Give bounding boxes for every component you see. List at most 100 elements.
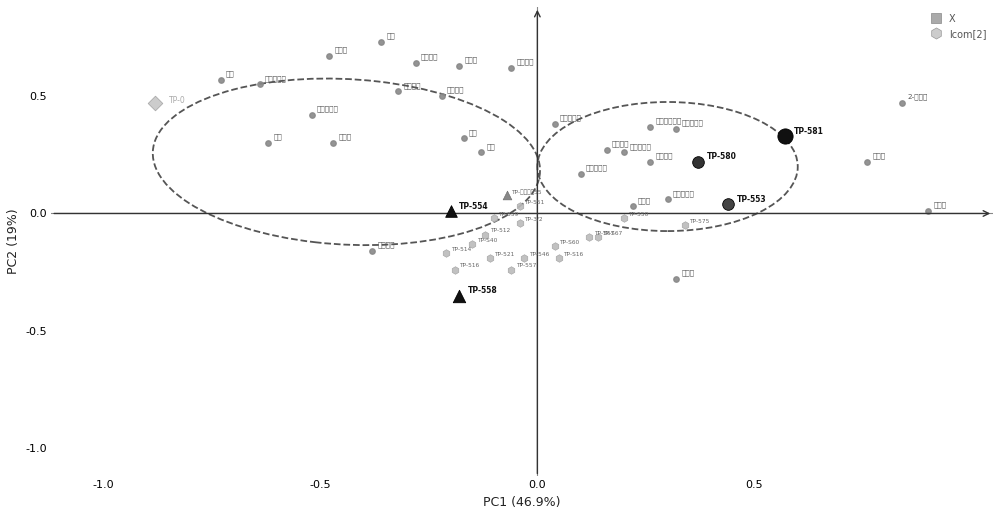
Text: 棕榈酸乙酯: 棕榈酸乙酯 (586, 164, 608, 171)
Text: 苯甲醛: 苯甲醛 (334, 47, 347, 54)
Text: TP-乌桐创木55: TP-乌桐创木55 (511, 189, 542, 195)
Point (477, 231, 493, 239)
Point (482, 254, 498, 262)
Text: 辛酸乙酯: 辛酸乙酯 (517, 58, 534, 65)
Text: 丁酸乙酯: 丁酸乙酯 (421, 54, 439, 60)
Text: TP-S67: TP-S67 (602, 231, 623, 236)
Point (668, 275, 684, 283)
Point (434, 92, 450, 100)
X-axis label: PC1 (46.9%): PC1 (46.9%) (483, 496, 561, 509)
Text: TP-581: TP-581 (793, 127, 823, 136)
Point (499, 190, 515, 199)
Point (625, 202, 641, 211)
Text: TP-550: TP-550 (629, 212, 649, 217)
Point (438, 249, 454, 257)
Point (668, 125, 684, 133)
Point (547, 120, 563, 128)
Text: 2-苯乙醇: 2-苯乙醇 (907, 94, 928, 100)
Text: 棕榈苯乙酯: 棕榈苯乙酯 (265, 75, 287, 82)
Text: TP-557: TP-557 (516, 264, 536, 268)
Point (325, 139, 341, 147)
Point (677, 221, 693, 229)
Point (660, 195, 676, 203)
Point (147, 99, 163, 107)
Point (894, 99, 910, 107)
Point (364, 247, 380, 255)
Text: TP-S40: TP-S40 (477, 238, 497, 243)
Text: 正己醇: 正己醇 (638, 197, 651, 204)
Text: TP-516: TP-516 (459, 264, 479, 268)
Point (451, 61, 467, 70)
Text: 乙酸苯乙酯: 乙酸苯乙酯 (560, 115, 582, 121)
Point (512, 202, 528, 211)
Text: 异丁醇: 异丁醇 (872, 152, 886, 159)
Text: 丁酸: 丁酸 (226, 70, 235, 77)
Point (486, 214, 502, 222)
Point (581, 233, 597, 241)
Text: TP-567: TP-567 (594, 231, 614, 236)
Text: 异戊酸: 异戊酸 (339, 134, 352, 140)
Text: 乙酸异戊酯: 乙酸异戊酯 (681, 120, 703, 126)
Point (252, 80, 268, 89)
Text: 己酸苯乙酯: 己酸苯乙酯 (629, 143, 651, 150)
Legend: X, lcom[2]: X, lcom[2] (924, 12, 988, 41)
Text: 辛酸: 辛酸 (486, 143, 495, 150)
Point (464, 240, 480, 248)
Point (720, 200, 736, 208)
Text: 乙酸乙酯: 乙酸乙酯 (447, 87, 465, 93)
Text: TP-553: TP-553 (737, 195, 767, 204)
Point (516, 254, 532, 262)
Text: TP-554: TP-554 (459, 202, 489, 211)
Point (451, 292, 467, 300)
Point (642, 122, 658, 131)
Text: 丁二酸二乙酯: 丁二酸二乙酯 (655, 117, 682, 124)
Text: TP-551: TP-551 (524, 200, 545, 205)
Point (642, 158, 658, 166)
Text: 愈创木酚: 愈创木酚 (612, 141, 630, 147)
Point (260, 139, 276, 147)
Text: 异戊酸乙酯: 异戊酸乙酯 (317, 105, 339, 112)
Text: TP-0: TP-0 (168, 96, 185, 105)
Point (777, 132, 793, 140)
Text: 乳酸乙酯: 乳酸乙酯 (404, 82, 421, 89)
Point (390, 87, 406, 95)
Point (408, 59, 424, 68)
Point (447, 266, 463, 274)
Point (859, 158, 875, 166)
Text: 苯乙酯: 苯乙酯 (464, 56, 478, 63)
Text: TP-3/2: TP-3/2 (524, 217, 543, 221)
Point (920, 207, 936, 215)
Point (547, 242, 563, 250)
Text: TP-514: TP-514 (451, 247, 471, 252)
Point (321, 52, 337, 60)
Text: 月桂酸乙酯: 月桂酸乙酯 (673, 190, 695, 197)
Text: TP-580: TP-580 (707, 153, 736, 162)
Point (503, 266, 519, 274)
Point (456, 134, 472, 142)
Point (690, 158, 706, 166)
Text: TP-575: TP-575 (689, 219, 710, 224)
Point (616, 214, 632, 222)
Point (304, 111, 320, 119)
Text: TP-S60: TP-S60 (559, 240, 579, 245)
Text: 二叔丁酚: 二叔丁酚 (655, 152, 673, 159)
Text: TP-512: TP-512 (490, 228, 510, 233)
Point (551, 254, 567, 262)
Text: TP-559: TP-559 (498, 212, 519, 217)
Point (473, 148, 489, 156)
Text: TP-546: TP-546 (529, 252, 549, 257)
Text: 苯酚: 苯酚 (273, 134, 282, 140)
Point (213, 75, 229, 84)
Point (573, 169, 589, 178)
Text: 甲酸乙酯: 甲酸乙酯 (378, 241, 395, 248)
Text: TP-S16: TP-S16 (563, 252, 584, 257)
Text: TP-521: TP-521 (494, 252, 514, 257)
Text: 正丙醇: 正丙醇 (681, 270, 695, 277)
Point (512, 219, 528, 227)
Point (503, 64, 519, 72)
Point (616, 148, 632, 156)
Point (443, 207, 459, 215)
Point (590, 233, 606, 241)
Y-axis label: PC2 (19%): PC2 (19%) (7, 209, 20, 275)
Text: 己酸: 己酸 (469, 129, 478, 136)
